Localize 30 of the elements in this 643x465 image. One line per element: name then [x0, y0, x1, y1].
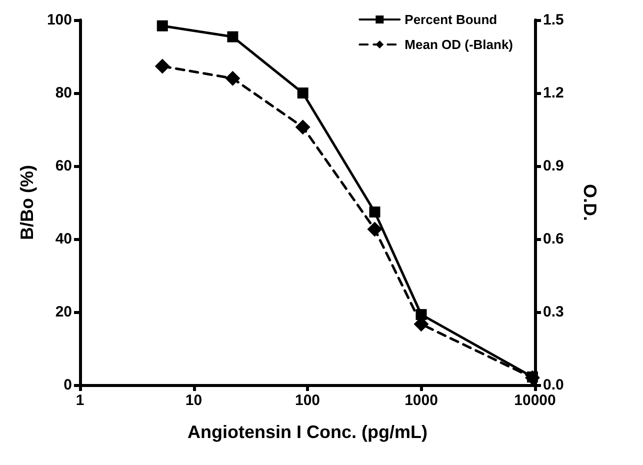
y-axis-title: B/Bo (%)	[17, 165, 38, 240]
legend-label: Percent Bound	[404, 12, 498, 27]
legend-label: Mean OD (-Blank)	[404, 37, 513, 52]
y2-axis-title: O.D.	[580, 184, 600, 222]
y2-tick-label: 1.2	[543, 84, 564, 102]
point	[297, 88, 308, 98]
y2-tick-label: 0.3	[543, 304, 564, 320]
y2-tick-label: 1.5	[543, 12, 564, 28]
y2-tick-label: 0.9	[543, 158, 564, 174]
y2-tick-label: 0.6	[543, 230, 564, 248]
x-tick-label: 1000	[404, 392, 438, 409]
x-tick-label: 1	[76, 392, 84, 409]
y-tick-label: 40	[55, 230, 72, 248]
point	[367, 222, 382, 237]
point	[225, 70, 240, 86]
x-tick-label: 10	[185, 392, 202, 409]
x-tick-label: 10000	[514, 392, 556, 409]
point	[295, 120, 310, 135]
y-tick-label: 60	[55, 158, 72, 174]
point	[154, 58, 170, 74]
point	[369, 206, 380, 218]
y-tick-label: 80	[55, 84, 72, 102]
x-tick-label: 100	[294, 392, 320, 409]
y-tick-label: 100	[46, 12, 72, 28]
y2-tick-label: 0.0	[543, 376, 564, 394]
x-axis-title: Angiotensin I Conc. (pg/mL)	[188, 422, 428, 442]
point	[227, 31, 238, 42]
y-tick-label: 0	[64, 376, 72, 394]
point	[156, 20, 168, 32]
y-tick-label: 20	[55, 304, 72, 320]
